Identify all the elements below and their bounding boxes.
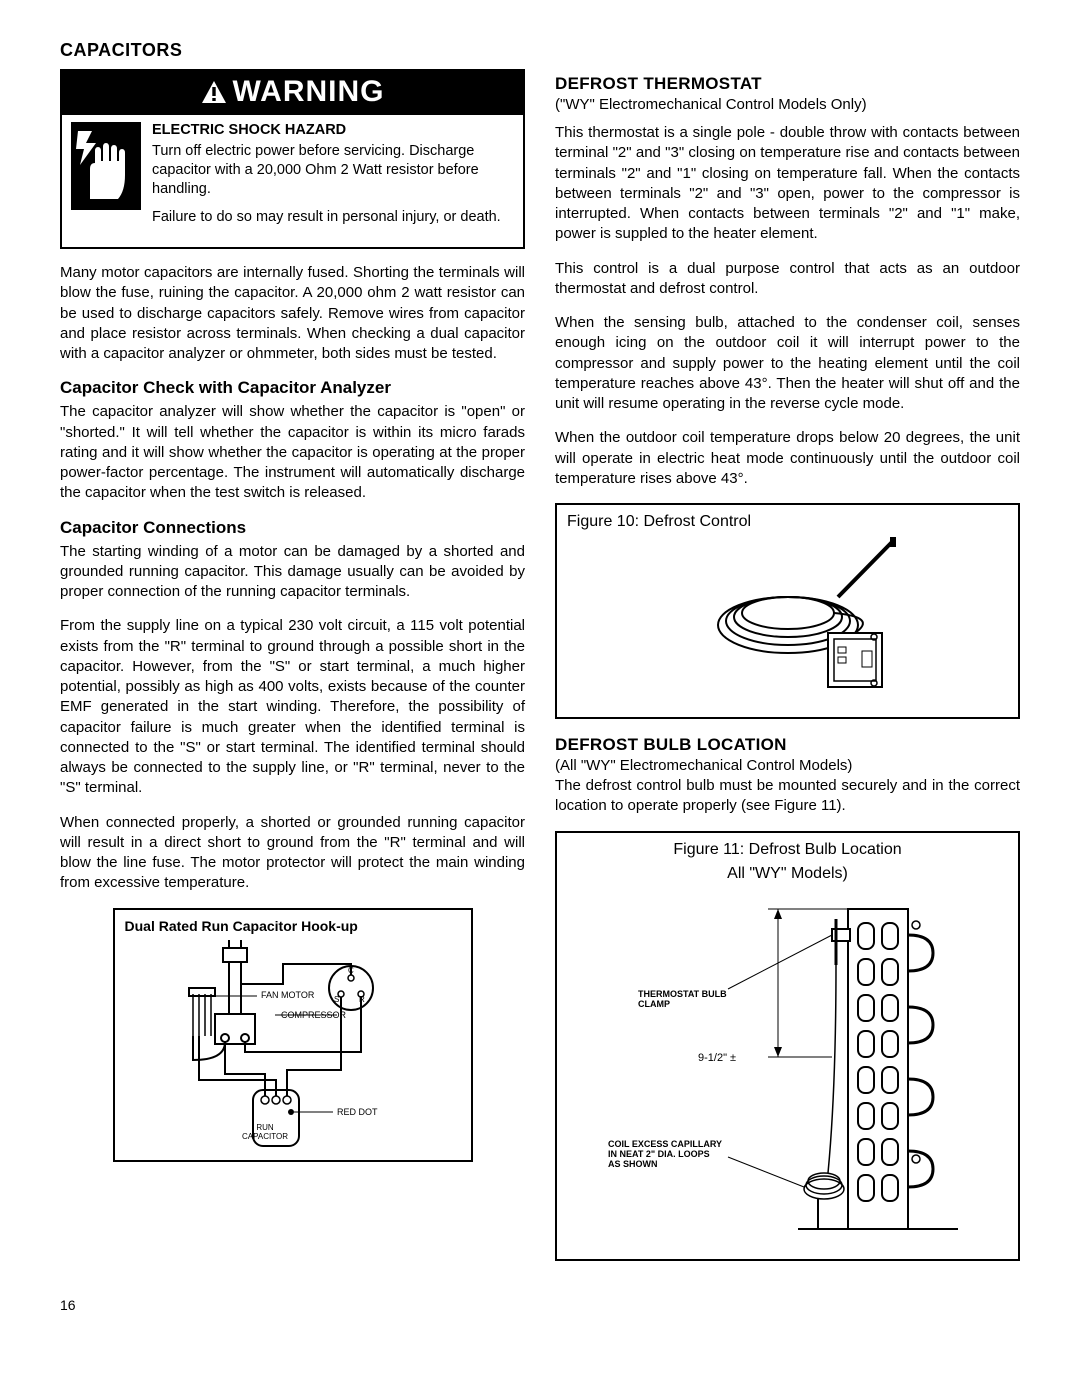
defrost-bulb-heading: DEFROST BULB LOCATION [555, 735, 1020, 755]
run-cap-label1: RUN [256, 1123, 274, 1132]
warning-box: WARNING ELECTRIC SHOCK HAZARD Turn off e… [60, 69, 525, 249]
defrost-p2: This control is a dual purpose control t… [555, 259, 1020, 300]
defrost-p1: This thermostat is a single pole - doubl… [555, 123, 1020, 245]
left-column: CAPACITORS WARNING [60, 40, 525, 1277]
page-number: 16 [60, 1297, 1020, 1313]
warning-header: WARNING [62, 71, 523, 115]
right-column: DEFROST THERMOSTAT ("WY" Electromechanic… [555, 40, 1020, 1277]
clamp-label1: THERMOSTAT BULB [638, 989, 727, 999]
warning-subtitle: ELECTRIC SHOCK HAZARD [152, 121, 515, 140]
run-cap-label2: CAPACITOR [242, 1132, 288, 1141]
cap-conn-p1: The starting winding of a motor can be d… [60, 542, 525, 603]
defrost-control-diagram [638, 537, 938, 707]
figure-10: Figure 10: Defrost Control [555, 503, 1020, 719]
warning-line1: Turn off electric power before servicing… [152, 142, 515, 199]
figure-11: Figure 11: Defrost Bulb Location All "WY… [555, 831, 1020, 1261]
cap-conn-p2: From the supply line on a typical 230 vo… [60, 616, 525, 798]
capacitors-title: CAPACITORS [60, 40, 525, 61]
fan-motor-label: FAN MOTOR [261, 990, 315, 1000]
defrost-thermostat-note: ("WY" Electromechanical Control Models O… [555, 96, 1020, 113]
defrost-p3: When the sensing bulb, attached to the c… [555, 313, 1020, 414]
warning-text: ELECTRIC SHOCK HAZARD Turn off electric … [152, 121, 515, 237]
bulb-location-diagram: THERMOSTAT BULB CLAMP 9-1/2" ± COIL EXCE… [578, 889, 998, 1249]
s-label: S [334, 995, 339, 1004]
warning-line2: Failure to do so may result in personal … [152, 208, 515, 227]
red-dot-label: RED DOT [337, 1107, 378, 1117]
shock-hazard-icon [70, 121, 142, 237]
warning-body: ELECTRIC SHOCK HAZARD Turn off electric … [62, 115, 523, 247]
defrost-bulb-note: (All "WY" Electromechanical Control Mode… [555, 757, 1020, 774]
warning-triangle-icon [201, 80, 227, 104]
warning-header-text: WARNING [233, 75, 385, 109]
cap-label1: COIL EXCESS CAPILLARY [608, 1139, 722, 1149]
figure-10-title: Figure 10: Defrost Control [567, 513, 1008, 531]
cap-check-heading: Capacitor Check with Capacitor Analyzer [60, 378, 525, 398]
page: CAPACITORS WARNING [60, 40, 1020, 1277]
hookup-diagram: FAN MOTOR C S R COMPRESSOR [133, 940, 453, 1150]
cap-label3: AS SHOWN [608, 1159, 658, 1169]
figure-hookup-title: Dual Rated Run Capacitor Hook-up [125, 918, 461, 934]
clamp-label2: CLAMP [638, 999, 670, 1009]
dim-label: 9-1/2" ± [698, 1052, 736, 1064]
figure-11-title2: All "WY" Models) [567, 865, 1008, 883]
cap-conn-p3: When connected properly, a shorted or gr… [60, 813, 525, 894]
cap-check-p: The capacitor analyzer will show whether… [60, 402, 525, 503]
defrost-p4: When the outdoor coil temperature drops … [555, 428, 1020, 489]
defrost-thermostat-heading: DEFROST THERMOSTAT [555, 74, 1020, 94]
figure-11-title1: Figure 11: Defrost Bulb Location [567, 841, 1008, 859]
figure-hookup: Dual Rated Run Capacitor Hook-up [113, 908, 473, 1162]
cap-conn-heading: Capacitor Connections [60, 518, 525, 538]
capacitors-p1: Many motor capacitors are internally fus… [60, 263, 525, 364]
cap-label2: IN NEAT 2" DIA. LOOPS [608, 1149, 710, 1159]
defrost-bulb-p: The defrost control bulb must be mounted… [555, 776, 1020, 817]
